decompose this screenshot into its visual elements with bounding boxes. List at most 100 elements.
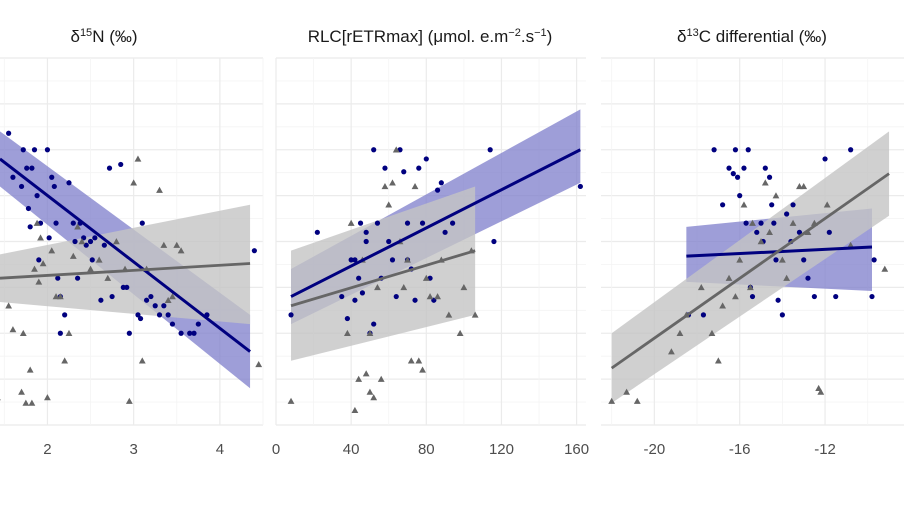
- regression-line: [0, 262, 251, 280]
- series-triangles: [0, 155, 263, 406]
- title-main: C differential (‰): [699, 27, 827, 46]
- data-point-triangle: [351, 406, 359, 414]
- x-tick-label: 4: [216, 441, 224, 458]
- data-point-triangle: [374, 283, 381, 291]
- data-point-circle: [191, 330, 197, 336]
- data-point-triangle: [0, 398, 1, 401]
- data-point-circle: [251, 248, 257, 254]
- data-point-triangle: [772, 192, 780, 199]
- data-point-circle: [811, 293, 817, 300]
- data-point-circle: [53, 220, 59, 226]
- data-point-triangle: [456, 329, 464, 336]
- data-point-triangle: [366, 388, 374, 395]
- x-tick-label: 2: [43, 441, 51, 458]
- data-point-circle: [20, 147, 26, 153]
- data-point-circle: [152, 303, 158, 309]
- data-point-circle: [577, 183, 583, 190]
- data-point-circle: [871, 257, 877, 263]
- data-point-triangle: [343, 329, 351, 336]
- data-point-circle: [139, 220, 145, 226]
- regression-line: [0, 157, 251, 353]
- data-point-triangle: [385, 201, 393, 208]
- data-point-circle: [412, 297, 418, 303]
- data-point-circle: [352, 297, 358, 303]
- data-point-triangle: [78, 238, 86, 245]
- data-point-triangle: [415, 357, 423, 364]
- x-tick-label: -12: [814, 441, 836, 458]
- panel-title-d13c: δ13C differential (‰): [677, 27, 827, 46]
- data-point-circle: [62, 312, 68, 318]
- data-point-triangle: [789, 219, 797, 226]
- title-sup2: −1: [534, 27, 547, 39]
- data-point-triangle: [608, 397, 616, 404]
- x-tick-label: 40: [343, 441, 360, 458]
- data-point-circle: [169, 321, 176, 327]
- data-point-circle: [359, 290, 366, 296]
- data-point-circle: [491, 238, 497, 245]
- data-point-circle: [371, 147, 377, 153]
- x-tick-label: 80: [418, 441, 435, 458]
- data-point-triangle: [31, 265, 38, 272]
- data-point-triangle: [778, 256, 786, 263]
- data-point-triangle: [287, 397, 295, 404]
- panel-d13c: δ13C differential (‰) -20 -16 -12: [601, 27, 904, 458]
- data-point-circle: [51, 183, 57, 190]
- data-point-circle: [749, 293, 756, 300]
- data-point-triangle: [138, 357, 146, 364]
- data-point-triangle: [160, 241, 168, 248]
- data-point-circle: [352, 257, 358, 263]
- data-point-circle: [720, 202, 726, 208]
- data-point-circle: [87, 238, 94, 245]
- data-point-triangle: [169, 293, 176, 300]
- data-point-triangle: [69, 252, 77, 259]
- data-point-circle: [70, 220, 76, 226]
- data-point-circle: [773, 257, 779, 263]
- data-point-circle: [18, 183, 25, 190]
- data-point-circle: [374, 220, 381, 226]
- x-tick-label: 120: [489, 441, 514, 458]
- data-point-triangle: [796, 183, 803, 190]
- data-point-triangle: [33, 219, 41, 226]
- data-point-circle: [98, 297, 104, 303]
- data-point-circle: [195, 321, 201, 327]
- data-point-circle: [741, 165, 747, 171]
- data-point-circle: [178, 330, 184, 336]
- data-point-circle: [156, 312, 163, 318]
- data-point-circle: [187, 330, 193, 336]
- data-point-circle: [44, 147, 51, 153]
- data-point-triangle: [800, 183, 808, 190]
- data-point-circle: [822, 156, 828, 162]
- data-point-triangle: [422, 274, 430, 281]
- data-point-triangle: [9, 326, 17, 333]
- data-point-circle: [487, 147, 493, 153]
- data-point-circle: [737, 193, 743, 199]
- regression-line: [610, 172, 890, 370]
- data-point-triangle: [633, 397, 641, 404]
- data-point-circle: [805, 275, 811, 281]
- data-point-triangle: [125, 397, 133, 404]
- data-point-circle: [357, 220, 364, 226]
- panel-title-rlc: RLC[rETRmax] (μmol. e.m−2.s−1): [308, 27, 553, 46]
- data-point-circle: [34, 193, 40, 199]
- data-point-circle: [734, 174, 741, 180]
- data-point-triangle: [377, 375, 385, 382]
- data-point-triangle: [48, 247, 56, 254]
- data-point-triangle: [623, 388, 631, 395]
- data-point-circle: [389, 257, 396, 263]
- data-point-circle: [72, 238, 78, 245]
- regression-line: [290, 148, 582, 298]
- series-circles: [685, 147, 877, 318]
- data-point-circle: [57, 330, 63, 336]
- data-point-triangle: [134, 155, 142, 162]
- data-point-circle: [826, 229, 832, 235]
- data-point-triangle: [445, 311, 453, 318]
- data-point-circle: [314, 229, 320, 235]
- data-point-triangle: [719, 302, 727, 309]
- data-point-circle: [124, 284, 130, 290]
- confidence-band: [0, 204, 251, 325]
- data-point-circle: [401, 169, 407, 175]
- data-point-triangle: [177, 247, 185, 254]
- data-point-triangle: [130, 179, 138, 186]
- regression-line: [290, 249, 476, 308]
- data-point-triangle: [52, 293, 60, 300]
